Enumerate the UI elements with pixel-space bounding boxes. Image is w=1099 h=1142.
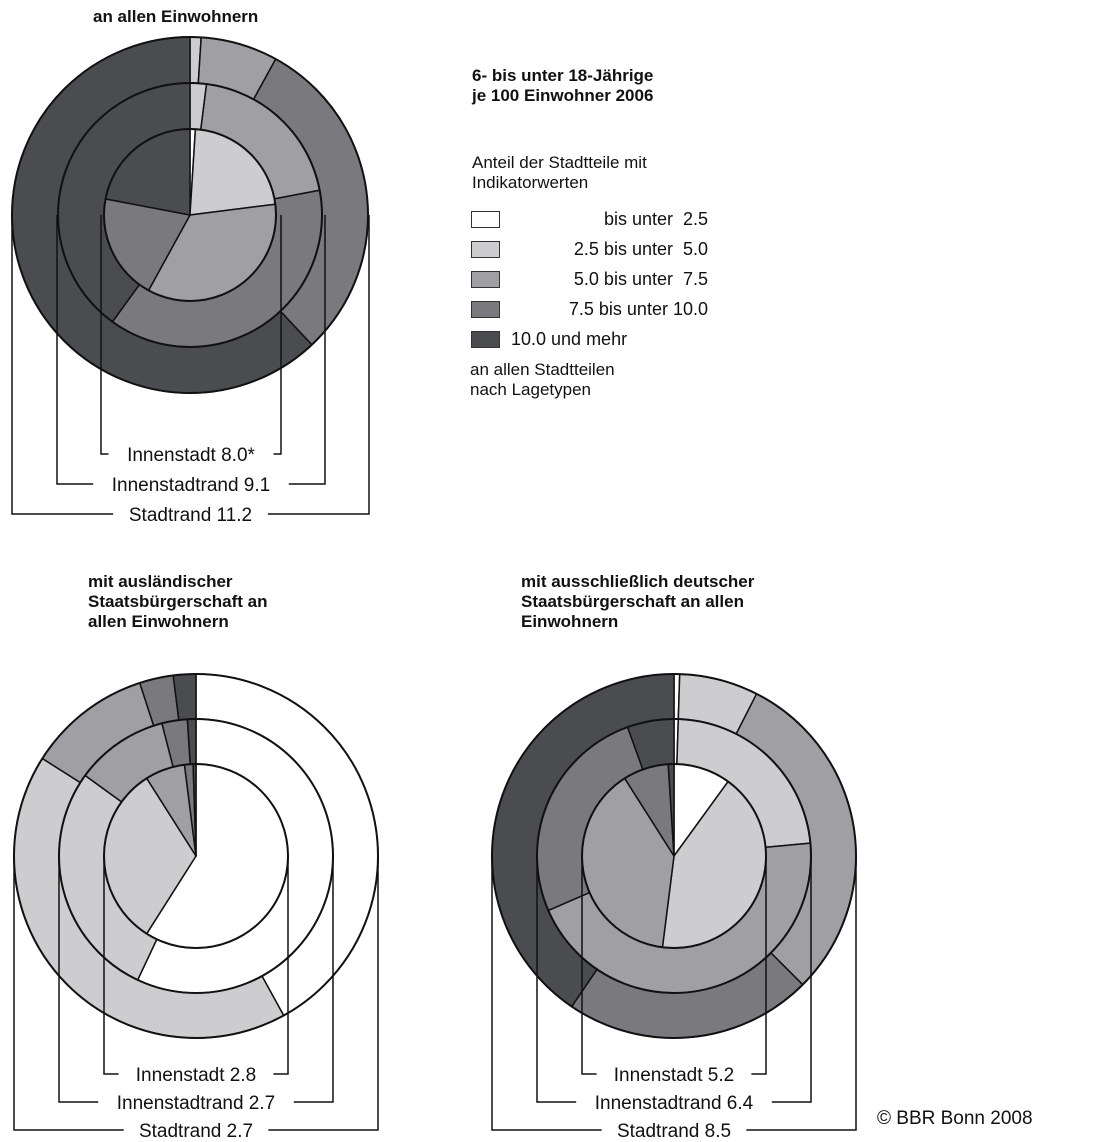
ring-label: Stadtrand 8.5 xyxy=(617,1121,731,1142)
main-title: 6- bis unter 18-Jährige je 100 Einwohner… xyxy=(472,66,654,105)
legend-label: 5.0 bis unter 7.5 xyxy=(573,269,708,289)
ring-label: Stadtrand 11.2 xyxy=(129,505,252,526)
chart1-title: an allen Einwohnern xyxy=(93,7,259,26)
legend-swatch xyxy=(471,241,500,258)
legend-item: 7.5 bis unter 10.0 xyxy=(471,299,731,321)
legend-swatch xyxy=(471,331,500,348)
chart-1: Innenstadt 8.0* Innenstadtrand 9.1 Stadtra… xyxy=(11,36,370,526)
legend-footer: an allen Stadtteilen nach Lagetypen xyxy=(470,360,615,399)
legend-label: bis unter 2.5 xyxy=(603,209,708,229)
legend-heading: Anteil der Stadtteile mit Indikatorwerte… xyxy=(472,153,647,192)
legend-label: 7.5 bis unter 10.0 xyxy=(568,299,708,319)
ring-leader xyxy=(581,856,767,1075)
ring-leader xyxy=(100,215,282,455)
ring-leader xyxy=(103,856,289,1075)
legend-item: 2.5 bis unter 5.0 xyxy=(471,239,731,261)
ring-leader xyxy=(491,856,857,1131)
ring-label: Innenstadt 2.8 xyxy=(136,1065,256,1086)
legend-item: 5.0 bis unter 7.5 xyxy=(471,269,731,291)
ring-label: Innenstadtrand 6.4 xyxy=(595,1093,754,1114)
legend-swatch xyxy=(471,271,500,288)
ring-leader xyxy=(13,856,379,1131)
legend-item: bis unter 2.5 xyxy=(471,209,731,231)
ring-label: Innenstadtrand 9.1 xyxy=(112,475,270,496)
legend-swatch xyxy=(471,301,500,318)
ring-label: Innenstadt 5.2 xyxy=(614,1065,734,1086)
chart-3: Innenstadt 5.2 Innenstadtrand 6.4 Stadtran… xyxy=(491,673,857,1142)
legend-label: 2.5 bis unter 5.0 xyxy=(573,239,708,259)
ring-outline xyxy=(57,82,323,348)
chart3-title: mit ausschließlich deutscher Staatsbürge… xyxy=(521,572,755,631)
ring-leader xyxy=(536,856,812,1103)
ring-label: Stadtrand 2.7 xyxy=(139,1121,253,1142)
ring-outline xyxy=(103,128,277,302)
copyright: © BBR Bonn 2008 xyxy=(877,1108,1033,1129)
legend-item: 10.0 und mehr xyxy=(471,329,731,351)
chart-2: Innenstadt 2.8 Innenstadtrand 2.7 Stadtran… xyxy=(13,673,379,1142)
ring-leader xyxy=(58,856,334,1103)
chart2-title: mit ausländischer Staatsbürgerschaft an … xyxy=(88,572,268,631)
legend-swatch xyxy=(471,211,500,228)
legend-label: 10.0 und mehr xyxy=(511,329,628,349)
ring-leader xyxy=(56,215,326,485)
ring-leader xyxy=(11,215,370,515)
ring-label: Innenstadtrand 2.7 xyxy=(117,1093,275,1114)
ring-label: Innenstadt 8.0* xyxy=(127,445,255,466)
